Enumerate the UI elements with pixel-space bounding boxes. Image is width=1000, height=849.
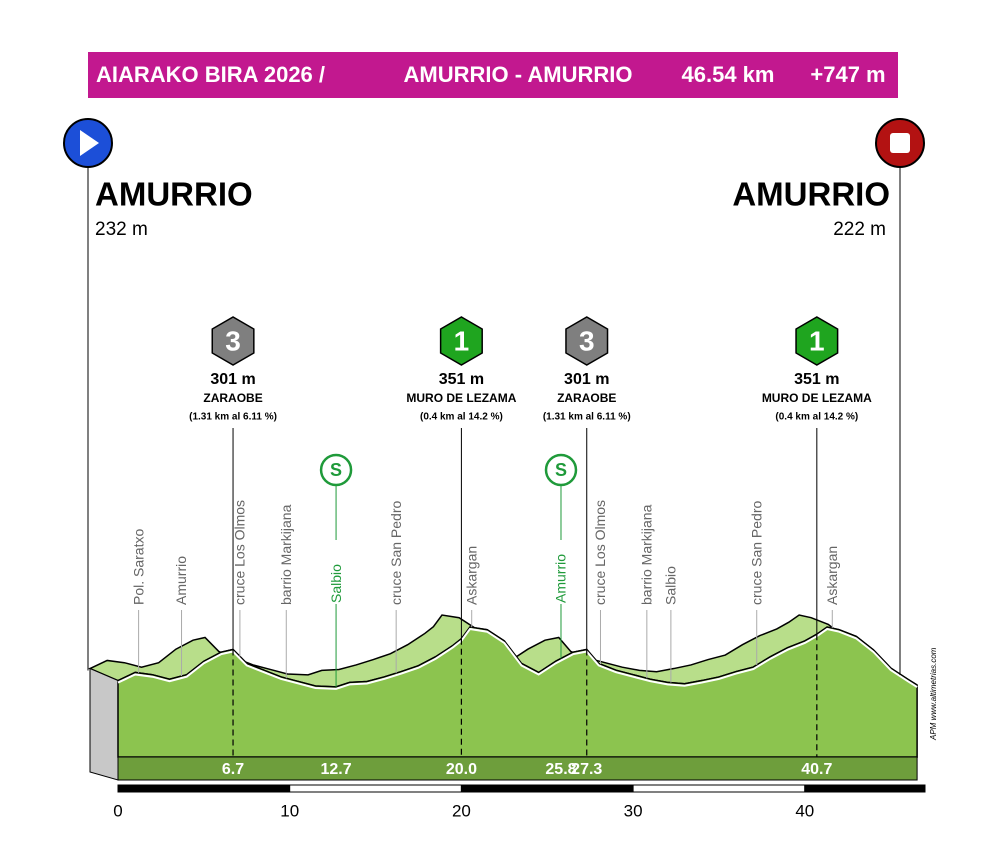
waypoint-label: Salbio bbox=[663, 566, 679, 605]
climb-detail: (0.4 km al 14.2 %) bbox=[775, 412, 858, 423]
x-tick-label: 20 bbox=[452, 801, 471, 820]
sprint-name: Salbio bbox=[328, 564, 344, 603]
axis-stripe bbox=[460, 784, 634, 793]
x-tick-label: 40 bbox=[795, 801, 814, 820]
waypoint-label: cruce San Pedro bbox=[748, 501, 764, 605]
waypoint-label: cruce San Pedro bbox=[388, 501, 404, 605]
start-altitude: 232 m bbox=[95, 219, 148, 240]
waypoint-label: Amurrio bbox=[173, 556, 189, 605]
climb-icon bbox=[565, 316, 609, 366]
climb-altitude: 301 m bbox=[210, 371, 255, 388]
climb-name: ZARAOBE bbox=[203, 391, 262, 405]
sprint-label-bg bbox=[327, 540, 346, 604]
route-title: AMURRIO - AMURRIO bbox=[404, 62, 633, 87]
climbing: +747 m bbox=[810, 62, 885, 87]
sprint-symbol: S bbox=[555, 460, 567, 480]
climb-detail: (0.4 km al 14.2 %) bbox=[420, 412, 503, 423]
sprint-icon bbox=[319, 453, 353, 487]
km-label: 27.3 bbox=[571, 761, 602, 778]
start-arrow bbox=[80, 130, 99, 156]
distance: 46.54 km bbox=[682, 62, 775, 87]
profile-area bbox=[117, 626, 918, 758]
waypoint-label: Askargan bbox=[463, 546, 479, 605]
sprint-icon bbox=[544, 453, 578, 487]
credit: APM www.altimetrias.com bbox=[929, 647, 938, 741]
sprint-name: Amurrio bbox=[553, 554, 569, 603]
sprint-label-bg bbox=[551, 540, 570, 604]
climb-category: 3 bbox=[579, 325, 595, 356]
climb-name: ZARAOBE bbox=[557, 391, 616, 405]
finish-name: AMURRIO bbox=[732, 176, 890, 213]
waypoint-label: barrio Markijana bbox=[278, 504, 294, 605]
km-label: 25.8 bbox=[545, 761, 576, 778]
km-label: 6.7 bbox=[222, 761, 244, 778]
x-tick-label: 10 bbox=[280, 801, 299, 820]
climb-category: 3 bbox=[225, 325, 241, 356]
climb-icon bbox=[795, 316, 839, 366]
climb-detail: (1.31 km al 6.11 %) bbox=[543, 412, 631, 423]
axis-stripe bbox=[804, 784, 926, 793]
climb-altitude: 301 m bbox=[564, 371, 609, 388]
climb-name: MURO DE LEZAMA bbox=[762, 391, 872, 405]
km-label: 40.7 bbox=[801, 761, 832, 778]
km-band bbox=[117, 756, 918, 781]
race-title: AIARAKO BIRA 2026 / bbox=[96, 62, 325, 87]
waypoint-label: Pol. Saratxo bbox=[130, 529, 146, 605]
climb-category: 1 bbox=[809, 325, 825, 356]
start-name: AMURRIO bbox=[95, 176, 253, 213]
climb-category: 1 bbox=[454, 325, 470, 356]
profile-side-face bbox=[89, 667, 119, 781]
finish-altitude: 222 m bbox=[833, 219, 886, 240]
waypoint-label: barrio Markijana bbox=[639, 504, 655, 605]
axis-stripe bbox=[289, 784, 462, 793]
km-label: 20.0 bbox=[446, 761, 477, 778]
climb-detail: (1.31 km al 6.11 %) bbox=[189, 412, 277, 423]
title-bar bbox=[88, 52, 898, 98]
profile-line bbox=[117, 627, 918, 690]
waypoint-label: Askargan bbox=[824, 546, 840, 605]
climb-altitude: 351 m bbox=[794, 371, 839, 388]
climb-icon bbox=[211, 316, 255, 366]
axis-stripe bbox=[117, 784, 291, 793]
finish-square bbox=[890, 133, 910, 153]
x-tick-label: 30 bbox=[624, 801, 643, 820]
sprint-symbol: S bbox=[330, 460, 342, 480]
climb-name: MURO DE LEZAMA bbox=[406, 391, 516, 405]
climb-altitude: 351 m bbox=[439, 371, 484, 388]
waypoint-label: cruce Los Olmos bbox=[592, 500, 608, 605]
km-label: 12.7 bbox=[320, 761, 351, 778]
waypoint-label: cruce Los Olmos bbox=[232, 500, 248, 605]
x-tick-label: 0 bbox=[113, 801, 122, 820]
axis-stripe bbox=[632, 784, 806, 793]
climb-icon bbox=[439, 316, 483, 366]
